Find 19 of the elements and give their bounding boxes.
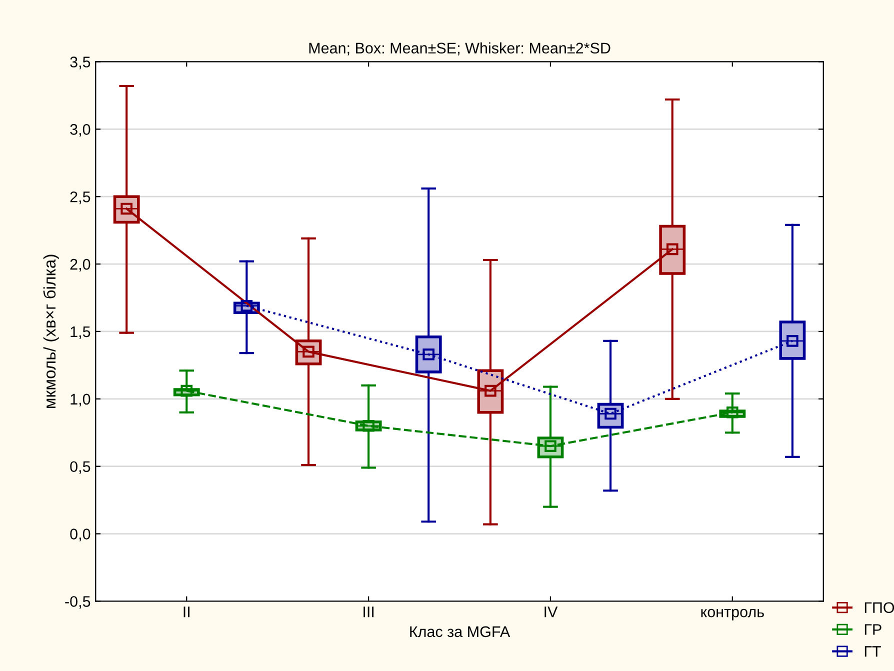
- y-tick-label: 3,5: [70, 56, 90, 70]
- legend-label: ГПО: [864, 602, 894, 614]
- y-tick-label: 1,0: [70, 394, 90, 406]
- y-tick-label: -0,5: [65, 596, 90, 609]
- y-axis-title: мкмоль/ (хв×г білка): [43, 254, 59, 408]
- x-axis-title: Клас за MGFA: [410, 626, 510, 638]
- y-tick-label: 0,0: [70, 528, 90, 542]
- y-tick-label: 3,0: [70, 124, 90, 137]
- x-tick-label: контроль: [701, 608, 764, 620]
- x-tick-label: III: [364, 606, 374, 618]
- y-tick-label: 2,5: [70, 191, 90, 204]
- y-tick-label: 2,0: [70, 258, 90, 272]
- chart-title: Mean; Box: Mean±SE; Whisker: Mean±2*SD: [309, 42, 610, 56]
- y-tick-label: 1,5: [70, 326, 90, 339]
- y-tick-label: 0,5: [70, 461, 90, 474]
- x-tick-label: IV: [544, 606, 558, 618]
- x-tick-label: II: [184, 606, 190, 618]
- legend-label: ГР: [864, 624, 882, 635]
- legend-label: ГТ: [864, 646, 881, 657]
